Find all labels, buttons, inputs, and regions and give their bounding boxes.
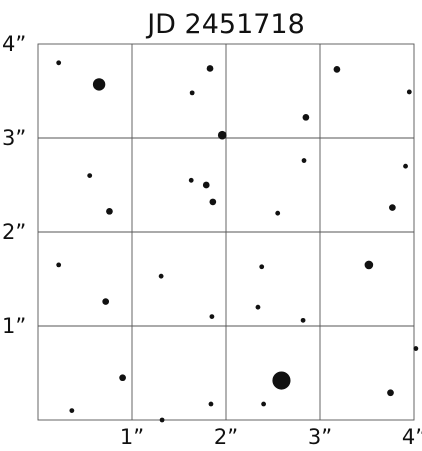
star-point (69, 408, 75, 413)
star-point (261, 401, 266, 407)
star-point (272, 371, 291, 390)
star-point (158, 273, 164, 279)
chart-title: JD 2451718 (145, 9, 305, 40)
star-point (387, 389, 394, 397)
star-point (364, 260, 374, 270)
star-point (302, 113, 310, 121)
star-point (102, 298, 110, 305)
star-point (406, 89, 412, 95)
grid (38, 44, 414, 420)
x-tick-label: 2” (214, 425, 238, 449)
plot-frame (37, 43, 415, 421)
star-point (56, 262, 62, 268)
star-point (275, 210, 281, 216)
star-point (208, 401, 214, 407)
star-point (188, 177, 194, 183)
star-point (333, 66, 341, 73)
star-point (87, 173, 93, 179)
star-point (413, 346, 419, 351)
star-point (403, 163, 408, 169)
star-point (189, 90, 195, 96)
x-tick-label: 1” (120, 425, 144, 449)
star-point (119, 374, 126, 382)
x-tick-label: 4” (402, 425, 422, 449)
star-point (259, 264, 265, 270)
star-point (217, 130, 227, 140)
y-tick-label: 2” (2, 220, 26, 244)
x-axis-ticks: 1” 2” 3” 4” (120, 425, 422, 449)
star-point (209, 314, 215, 319)
y-tick-label: 3” (2, 126, 26, 150)
y-tick-label: 4” (2, 32, 26, 56)
star-point (389, 204, 396, 211)
star-point (255, 304, 261, 310)
star-point (209, 198, 217, 206)
y-axis-ticks: 1” 2” 3” 4” (2, 32, 26, 338)
x-tick-label: 3” (308, 425, 332, 449)
star-point (106, 207, 113, 215)
star-point (202, 181, 210, 189)
y-tick-label: 1” (2, 314, 26, 338)
star-point (56, 60, 62, 66)
star-point (92, 78, 106, 91)
star-points (56, 60, 419, 423)
star-point (301, 158, 307, 163)
star-point (159, 417, 165, 423)
star-point (206, 65, 214, 72)
star-point (300, 317, 306, 323)
